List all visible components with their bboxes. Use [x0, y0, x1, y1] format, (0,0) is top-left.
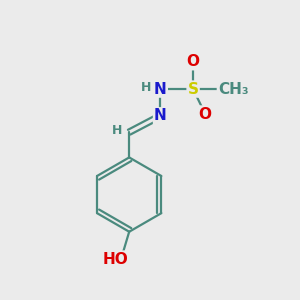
- Text: H: H: [141, 81, 151, 94]
- Text: N: N: [154, 82, 167, 97]
- Text: CH₃: CH₃: [218, 82, 248, 97]
- Text: O: O: [199, 106, 212, 122]
- Text: S: S: [188, 82, 199, 97]
- Text: N: N: [154, 108, 167, 123]
- Text: HO: HO: [103, 252, 129, 267]
- Text: O: O: [187, 54, 200, 69]
- Text: H: H: [112, 124, 122, 137]
